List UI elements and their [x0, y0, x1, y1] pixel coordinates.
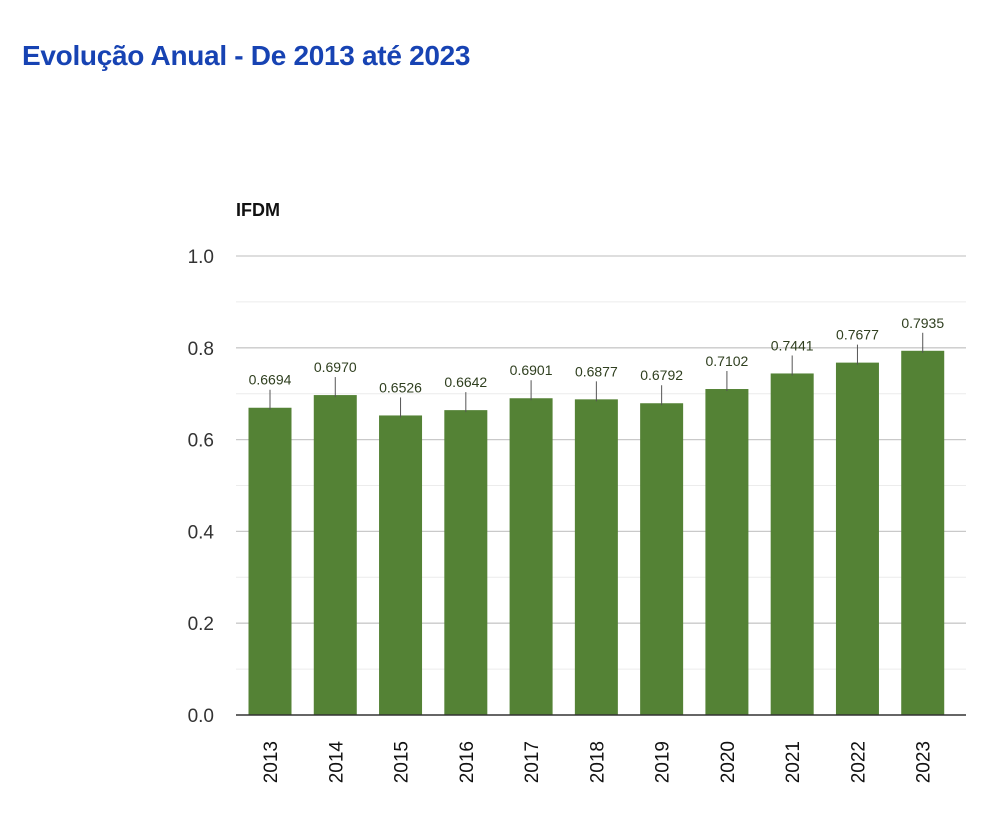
page-title: Evolução Anual - De 2013 até 2023: [22, 40, 471, 71]
y-tick-label: 0.8: [188, 339, 214, 360]
x-tick-label-2013: 2013: [261, 741, 282, 783]
y-tick-label: 0.4: [188, 522, 215, 543]
x-tick-label-2014: 2014: [326, 741, 347, 784]
bar-2018: [574, 399, 618, 715]
data-label-2019: 0.6792: [640, 367, 683, 383]
bar-2020: [705, 389, 749, 715]
x-tick-label-2021: 2021: [783, 741, 804, 783]
data-label-2014: 0.6970: [314, 359, 357, 375]
x-axis-ticks: 2013 2014 2015 2016 2017 2018 2019 2020 2021 2022…: [261, 741, 935, 784]
y-tick-label: 0.6: [188, 431, 214, 452]
y-tick-label: 1.0: [188, 247, 214, 268]
bar-2021: [770, 373, 814, 715]
data-label-2016: 0.6642: [444, 374, 487, 390]
y-axis-ticks: 0.0 0.2 0.4 0.6 0.8 1.0: [188, 247, 215, 727]
data-label-2021: 0.7441: [771, 337, 814, 353]
data-label-2020: 0.7102: [705, 353, 748, 369]
x-tick-label-2017: 2017: [522, 741, 543, 783]
data-label-2023: 0.7935: [901, 315, 944, 331]
y-tick-label: 0.2: [188, 614, 214, 635]
data-label-2015: 0.6526: [379, 379, 422, 395]
data-label-2022: 0.7677: [836, 327, 879, 343]
bar-2013: [248, 407, 292, 715]
bar-2023: [901, 350, 945, 715]
data-label-leaders: [269, 332, 924, 418]
data-label-2017: 0.6901: [510, 362, 553, 378]
y-axis-title: IFDM: [236, 200, 280, 220]
x-tick-label-2019: 2019: [653, 741, 674, 783]
bar-2014: [313, 395, 357, 715]
data-label-2018: 0.6877: [575, 363, 618, 379]
bar-2016: [444, 410, 488, 715]
x-tick-label-2020: 2020: [718, 741, 739, 783]
x-tick-label-2022: 2022: [848, 741, 869, 783]
y-tick-label: 0.0: [188, 706, 214, 727]
bar-2017: [509, 398, 553, 715]
x-tick-label-2018: 2018: [587, 741, 608, 783]
bar-2019: [640, 403, 684, 715]
x-tick-label-2015: 2015: [392, 741, 413, 783]
bar-2022: [835, 362, 879, 715]
bar-2015: [379, 415, 423, 715]
bars: [248, 350, 945, 715]
data-label-2013: 0.6694: [249, 372, 292, 388]
x-tick-label-2016: 2016: [457, 741, 478, 783]
data-labels: 0.6694 0.6970 0.6526 0.6642 0.6901 0.6877 0.67…: [249, 315, 945, 396]
x-tick-label-2023: 2023: [914, 741, 935, 783]
